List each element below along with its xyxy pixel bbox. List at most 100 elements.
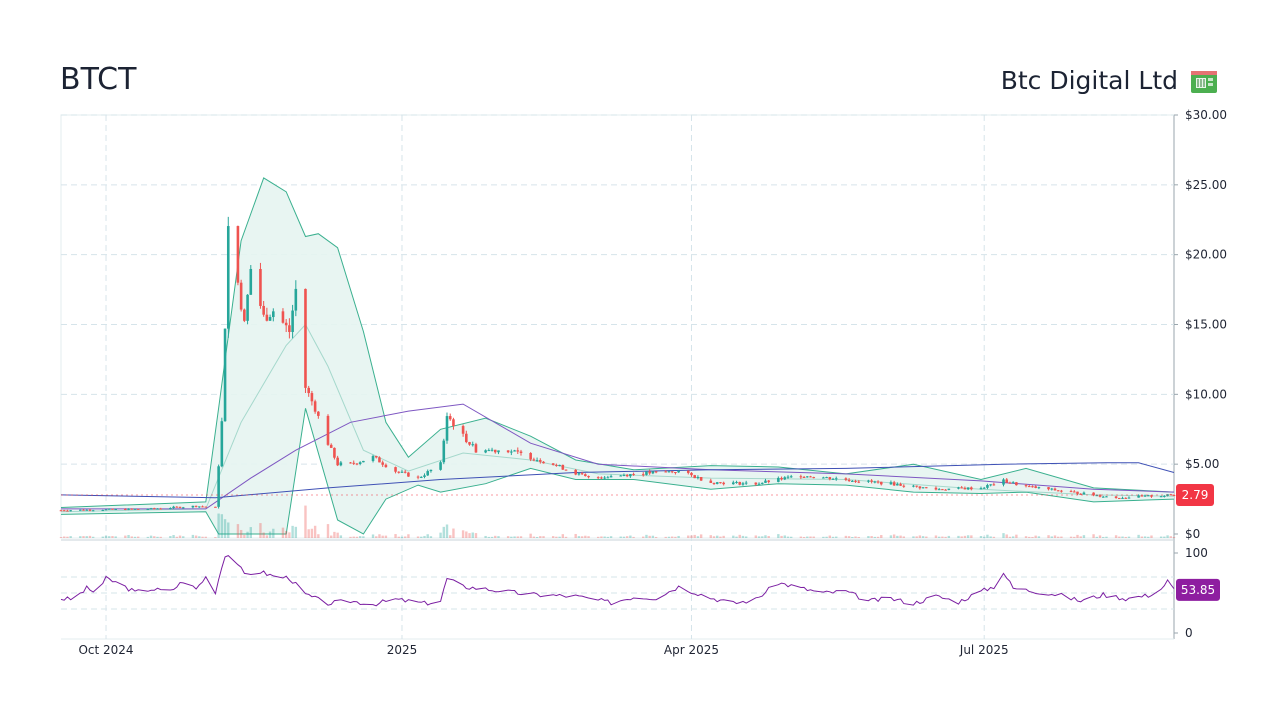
volume-bar — [1008, 536, 1012, 538]
volume-bar — [191, 534, 195, 538]
volume-bar — [921, 536, 925, 538]
volume-bar — [239, 529, 243, 538]
volume-bar — [1002, 533, 1005, 538]
volume-bar — [519, 536, 523, 538]
volume-bar — [114, 536, 117, 538]
volume-bar — [1124, 536, 1127, 538]
candle-body — [107, 508, 111, 510]
candle-body — [1159, 496, 1163, 498]
candle-body — [111, 508, 114, 510]
volume-bar — [513, 536, 516, 538]
candle-body — [1011, 482, 1015, 484]
candle-body — [1053, 488, 1057, 491]
volume-bar — [645, 534, 648, 538]
volume-bars — [59, 505, 1176, 538]
candle-body — [1069, 491, 1073, 493]
candle-body — [979, 488, 983, 490]
candle-body — [407, 472, 410, 477]
candle-body — [1095, 495, 1099, 497]
candle-body — [317, 411, 320, 416]
candle-body — [1050, 488, 1054, 490]
candle-body — [876, 481, 880, 483]
candle-body — [272, 311, 275, 318]
candle-body — [677, 470, 680, 473]
candle-body — [304, 288, 307, 388]
volume-bar — [201, 536, 204, 538]
volume-bar — [130, 536, 133, 538]
volume-bar — [416, 536, 420, 538]
volume-bar — [670, 536, 674, 538]
time-tick-label: Jul 2025 — [959, 643, 1009, 657]
volume-bar — [510, 536, 513, 538]
volume-bar — [812, 536, 815, 538]
candle-body — [831, 478, 835, 480]
volume-bar — [262, 532, 265, 538]
volume-bar — [831, 536, 835, 538]
volume-bar — [754, 535, 758, 538]
volume-bar — [699, 534, 703, 538]
volume-bar — [802, 536, 806, 538]
volume-bar — [449, 535, 452, 538]
volume-bar — [101, 536, 105, 538]
volume-bar — [983, 536, 986, 538]
chip-board-icon — [1191, 71, 1217, 93]
last-price-badge — [1176, 484, 1214, 507]
volume-bar — [873, 536, 877, 538]
candle-body — [561, 464, 565, 470]
volume-bar — [767, 536, 770, 538]
candle-body — [645, 471, 648, 475]
candle-body — [735, 481, 738, 483]
candle-body — [1124, 497, 1128, 499]
volume-bar — [889, 535, 893, 538]
candle-body — [879, 481, 883, 485]
volume-bar — [333, 531, 336, 538]
volume-bar — [738, 534, 741, 538]
candle-body — [538, 460, 542, 462]
volume-bar — [625, 536, 629, 538]
candle-body — [124, 509, 127, 511]
volume-bar — [204, 536, 207, 538]
volume-bar — [153, 536, 156, 538]
candle-body — [854, 480, 857, 482]
candle-body — [564, 469, 568, 471]
candle-body — [181, 507, 185, 509]
candle-body — [326, 415, 330, 445]
candle-body — [291, 310, 294, 332]
candle-body — [603, 477, 606, 479]
candle-body — [513, 450, 516, 452]
candle-body — [925, 487, 928, 489]
volume-bar — [806, 536, 809, 538]
volume-bar — [307, 529, 310, 538]
volume-bar — [127, 534, 130, 538]
candle-body — [448, 416, 452, 420]
candle-body — [355, 463, 359, 465]
candle-body — [741, 483, 745, 485]
volume-bar — [336, 532, 339, 538]
volume-bar — [265, 535, 269, 538]
volume-bar — [111, 536, 114, 538]
volume-bar — [577, 536, 581, 538]
candle-body — [960, 487, 963, 489]
volume-bar — [555, 536, 558, 538]
candle-body — [555, 464, 558, 466]
volume-bar — [284, 531, 288, 538]
volume-bar — [1073, 536, 1076, 538]
volume-bar — [539, 536, 542, 538]
volume-bar — [439, 532, 442, 538]
candle-body — [288, 325, 291, 332]
volume-bar — [223, 519, 227, 538]
volume-bar — [867, 536, 870, 538]
volume-bar — [632, 536, 635, 538]
candle-body — [789, 476, 793, 478]
volume-bar — [941, 536, 944, 538]
candle-body — [381, 462, 384, 465]
volume-bar — [551, 536, 555, 538]
volume-bar — [1069, 536, 1073, 538]
candle-body — [1008, 482, 1012, 484]
candle-body — [352, 462, 356, 464]
ma-short-line — [60, 323, 1175, 513]
volume-bar — [133, 536, 137, 538]
candle-body — [896, 484, 899, 486]
volume-bar — [712, 536, 716, 538]
volume-bar — [719, 536, 722, 538]
